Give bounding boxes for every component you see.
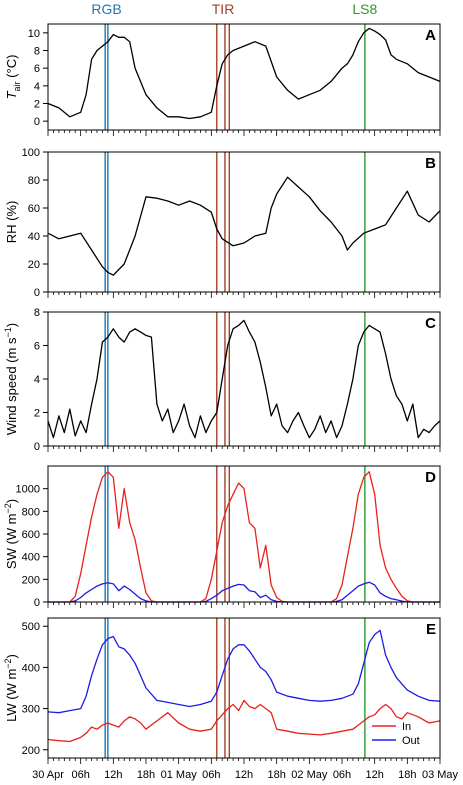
y-tick-label: 400 [22, 552, 40, 564]
x-tick-label: 01 May [161, 769, 198, 781]
panel-c: 0 2 4 6 8 C Wind speed (m s−1) [3, 307, 441, 453]
y-tick-label: 40 [28, 231, 40, 243]
plot-frame [47, 311, 441, 447]
y-tick-label: 600 [22, 529, 40, 541]
x-tick-label: 18h [137, 769, 155, 781]
panel-letter: B [425, 155, 436, 172]
y-tick-label: 0 [34, 116, 40, 128]
panel-letter: C [425, 315, 436, 332]
x-tick-label: 02 May [291, 769, 328, 781]
y-axis-label: SW (W m−2) [3, 499, 19, 569]
y-axis-label: LW (W m−2) [3, 654, 19, 722]
y-tick-label: 200 [22, 745, 40, 757]
y-tick-label: 0 [34, 441, 40, 453]
panel-b: 0 20 40 60 80 100 B RH (%) [4, 147, 441, 299]
legend-label-in: In [402, 721, 411, 733]
marker-label-rgb: RGB [91, 1, 121, 17]
y-tick-label: 10 [28, 28, 40, 40]
panel-letter: E [426, 621, 436, 638]
y-tick-label: 100 [22, 147, 40, 159]
y-tick-label: 6 [34, 63, 40, 75]
y-tick-label: 800 [22, 506, 40, 518]
y-tick-label: 500 [22, 621, 40, 633]
y-tick-label: 4 [34, 81, 40, 93]
y-tick-label: 200 [22, 574, 40, 586]
panel-letter: D [425, 469, 436, 486]
y-axis-label: RH (%) [4, 201, 19, 244]
series-line-in [48, 471, 440, 603]
y-tick-label: 1000 [16, 484, 40, 496]
x-tick-label: 30 Apr [32, 769, 64, 781]
marker-label-ls8: LS8 [352, 1, 377, 17]
marker-label-tir: TIR [212, 1, 235, 17]
y-tick-label: 300 [22, 704, 40, 716]
series-line-main [47, 319, 441, 439]
plot-frame [47, 465, 441, 603]
y-tick-label: 60 [28, 203, 40, 215]
x-tick-label: 06h [333, 769, 351, 781]
x-tick-label: 03 May [422, 769, 459, 781]
panel-e: 200 300 400 500 E LW (W m−2) In Out [3, 617, 441, 764]
series-line-out [47, 629, 441, 714]
series-line-main [47, 176, 441, 276]
x-tick-label: 12h [104, 769, 122, 781]
y-axis-label: Tair (°C) [4, 55, 22, 100]
series-line-out [48, 581, 440, 603]
y-tick-label: 4 [34, 374, 40, 386]
y-tick-label: 8 [34, 46, 40, 58]
series-line-main [47, 27, 441, 120]
y-tick-label: 6 [34, 341, 40, 353]
legend-label-out: Out [402, 735, 420, 747]
panel-letter: A [425, 27, 436, 44]
y-tick-label: 8 [34, 307, 40, 319]
y-tick-label: 80 [28, 175, 40, 187]
x-tick-label: 18h [398, 769, 416, 781]
y-tick-label: 0 [34, 287, 40, 299]
panel-a: 0 2 4 6 8 10 A Tair (°C) [4, 23, 441, 136]
x-tick-label: 12h [365, 769, 383, 781]
series-line-in [47, 699, 441, 743]
x-tick-label: 12h [235, 769, 253, 781]
x-tick-label: 06h [71, 769, 89, 781]
y-tick-label: 2 [34, 99, 40, 111]
plot-frame [47, 23, 441, 131]
x-tick-label: 06h [202, 769, 220, 781]
y-tick-label: 20 [28, 259, 40, 271]
y-tick-label: 400 [22, 662, 40, 674]
panel-d: 0 200 400 600 800 1000 D SW (W m−2) [3, 465, 441, 609]
y-axis-label: Wind speed (m s−1) [3, 323, 19, 435]
y-tick-label: 2 [34, 408, 40, 420]
y-tick-label: 0 [34, 597, 40, 609]
x-tick-label: 18h [267, 769, 285, 781]
